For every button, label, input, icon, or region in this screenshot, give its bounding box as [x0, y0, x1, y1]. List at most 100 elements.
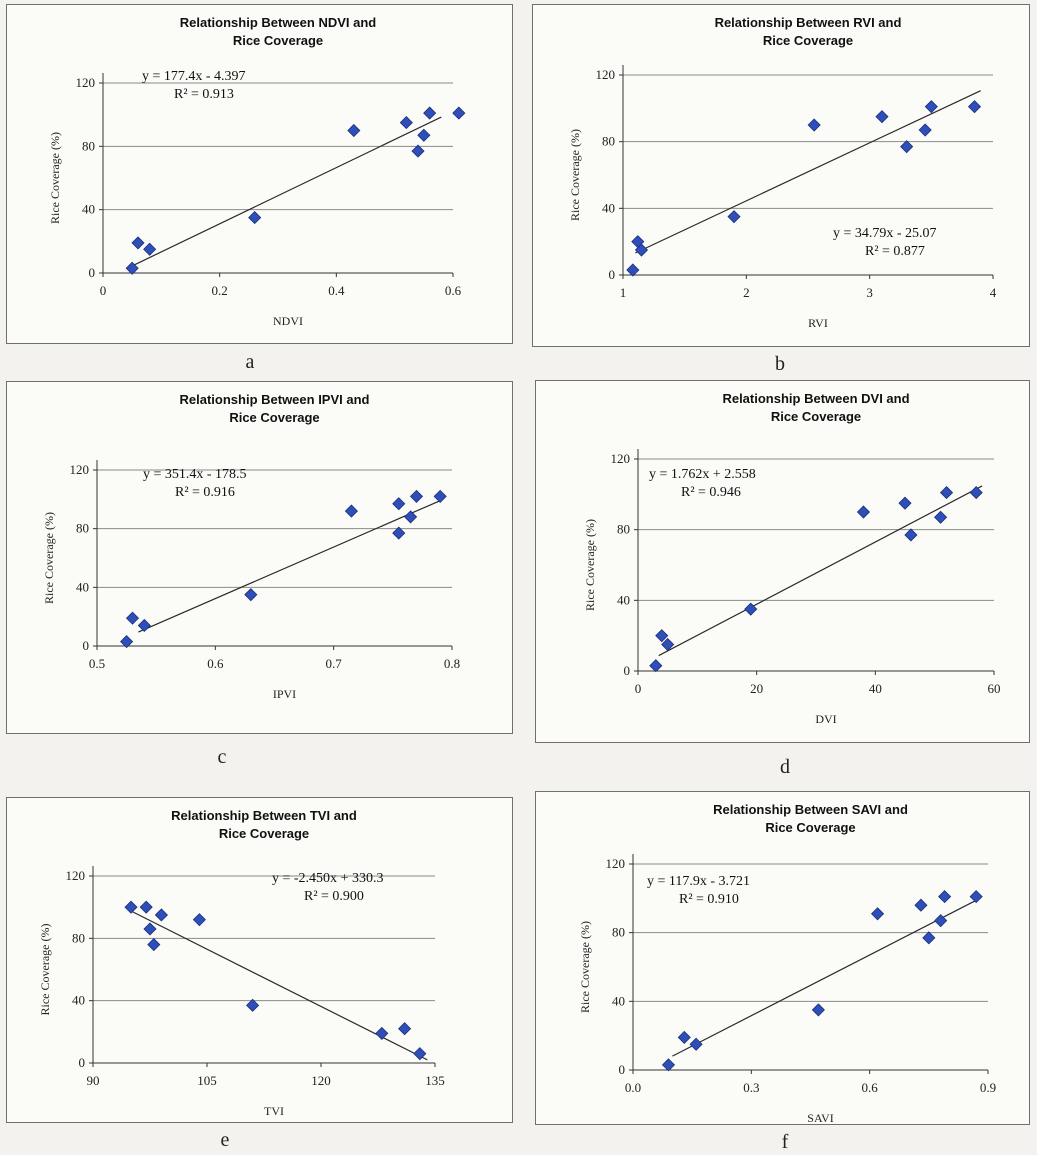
data-point [969, 890, 983, 904]
y-tick-label: 120 [76, 75, 96, 90]
y-tick-label: 40 [72, 993, 85, 1008]
data-point [246, 998, 260, 1012]
data-point [914, 898, 928, 912]
panel-caption: b [775, 353, 785, 375]
data-point [139, 900, 153, 914]
scatter-chart: Relationship Between DVI and Rice Coverag… [583, 391, 1001, 726]
data-point [811, 1003, 825, 1017]
data-point [423, 106, 437, 120]
x-tick-label: 90 [87, 1073, 100, 1088]
trend-line [658, 485, 983, 657]
x-axis-label: SAVI [807, 1111, 833, 1124]
data-point [900, 140, 914, 154]
y-tick-label: 120 [70, 462, 90, 477]
x-axis-label: TVI [264, 1104, 284, 1118]
y-tick-label: 80 [617, 522, 630, 537]
data-point [655, 629, 669, 643]
data-point [626, 263, 640, 277]
chart-panel-a: Relationship Between NDVI and Rice Covera… [6, 4, 513, 344]
y-tick-label: 120 [596, 67, 616, 82]
y-tick-label: 40 [617, 592, 630, 607]
data-point [137, 618, 151, 633]
data-point [154, 908, 168, 922]
scatter-chart: Relationship Between RVI and Rice Coverag… [568, 15, 997, 330]
r-squared-label: R² = 0.946 [681, 485, 741, 500]
data-point [404, 510, 418, 524]
y-tick-label: 0 [79, 1055, 86, 1070]
x-tick-label: 0.0 [625, 1080, 641, 1095]
chart-panel-c: Relationship Between IPVI and Rice Covera… [6, 381, 513, 734]
data-point [392, 497, 406, 511]
regression-equation: y = 1.762x + 2.558 [649, 467, 756, 482]
regression-equation: y = 117.9x - 3.721 [647, 874, 750, 889]
data-point [939, 486, 954, 500]
data-point [392, 526, 406, 540]
scatter-chart: Relationship Between SAVI and Rice Covera… [578, 802, 996, 1124]
x-tick-label: 0.3 [743, 1080, 759, 1095]
y-tick-label: 0 [609, 267, 616, 282]
x-tick-label: 0.6 [207, 656, 224, 671]
data-point [125, 611, 140, 625]
panel-caption: c [217, 746, 227, 768]
x-tick-label: 3 [866, 285, 873, 300]
data-point [938, 890, 952, 904]
y-tick-label: 80 [602, 134, 615, 149]
y-axis-label: Rice Coverage (%) [583, 519, 597, 611]
x-tick-label: 135 [425, 1073, 445, 1088]
y-tick-label: 80 [82, 138, 95, 153]
chart-title-line-1: Relationship Between SAVI and [713, 802, 908, 817]
data-point [344, 504, 358, 518]
trend-line [635, 90, 981, 254]
y-tick-label: 80 [612, 925, 625, 940]
chart-title-line-2: Rice Coverage [229, 410, 319, 425]
r-squared-label: R² = 0.913 [174, 87, 234, 102]
data-point [244, 588, 258, 602]
x-tick-label: 0.4 [328, 283, 345, 298]
x-tick-label: 0.7 [326, 656, 343, 671]
r-squared-label: R² = 0.877 [865, 244, 925, 259]
data-point [147, 938, 161, 952]
y-axis-label: Rice Coverage (%) [568, 129, 582, 221]
r-squared-label: R² = 0.916 [175, 485, 235, 500]
data-point [934, 914, 948, 928]
chart-title-line-1: Relationship Between IPVI and [180, 392, 370, 407]
data-point [969, 486, 983, 500]
chart-title-line-2: Rice Coverage [219, 826, 309, 841]
y-tick-label: 80 [76, 521, 89, 536]
y-tick-label: 0 [619, 1062, 626, 1077]
chart-title-line-2: Rice Coverage [765, 820, 855, 835]
x-tick-label: 1 [620, 285, 627, 300]
x-tick-label: 0.6 [445, 283, 462, 298]
y-tick-label: 120 [606, 856, 626, 871]
y-tick-label: 0 [83, 638, 90, 653]
y-tick-label: 0 [624, 663, 631, 678]
y-tick-label: 120 [611, 451, 631, 466]
x-tick-label: 0.9 [980, 1080, 996, 1095]
data-point [125, 261, 139, 275]
data-point [918, 123, 932, 137]
x-axis-label: NDVI [273, 314, 303, 328]
chart-title-line-1: Relationship Between TVI and [171, 808, 357, 823]
data-point [248, 211, 262, 225]
x-tick-label: 40 [869, 681, 882, 696]
chart-title-line-2: Rice Coverage [763, 33, 853, 48]
data-point [924, 100, 938, 114]
regression-equation: y = 177.4x - 4.397 [142, 69, 246, 84]
x-tick-label: 0 [100, 283, 107, 298]
trend-line [131, 116, 442, 267]
data-point [661, 637, 675, 652]
x-tick-label: 0.6 [862, 1080, 879, 1095]
x-axis-label: RVI [808, 316, 828, 330]
data-point [898, 496, 912, 510]
regression-equation: y = 34.79x - 25.07 [833, 226, 937, 241]
data-point [347, 123, 361, 138]
data-point [409, 489, 424, 503]
data-point [413, 1047, 427, 1061]
x-axis-label: IPVI [273, 687, 296, 701]
scatter-chart: Relationship Between TVI and Rice Coverag… [38, 808, 445, 1118]
data-point [649, 659, 663, 673]
x-axis-label: DVI [815, 712, 836, 726]
data-point [856, 505, 871, 519]
y-tick-label: 40 [612, 993, 625, 1008]
data-point [131, 236, 145, 250]
